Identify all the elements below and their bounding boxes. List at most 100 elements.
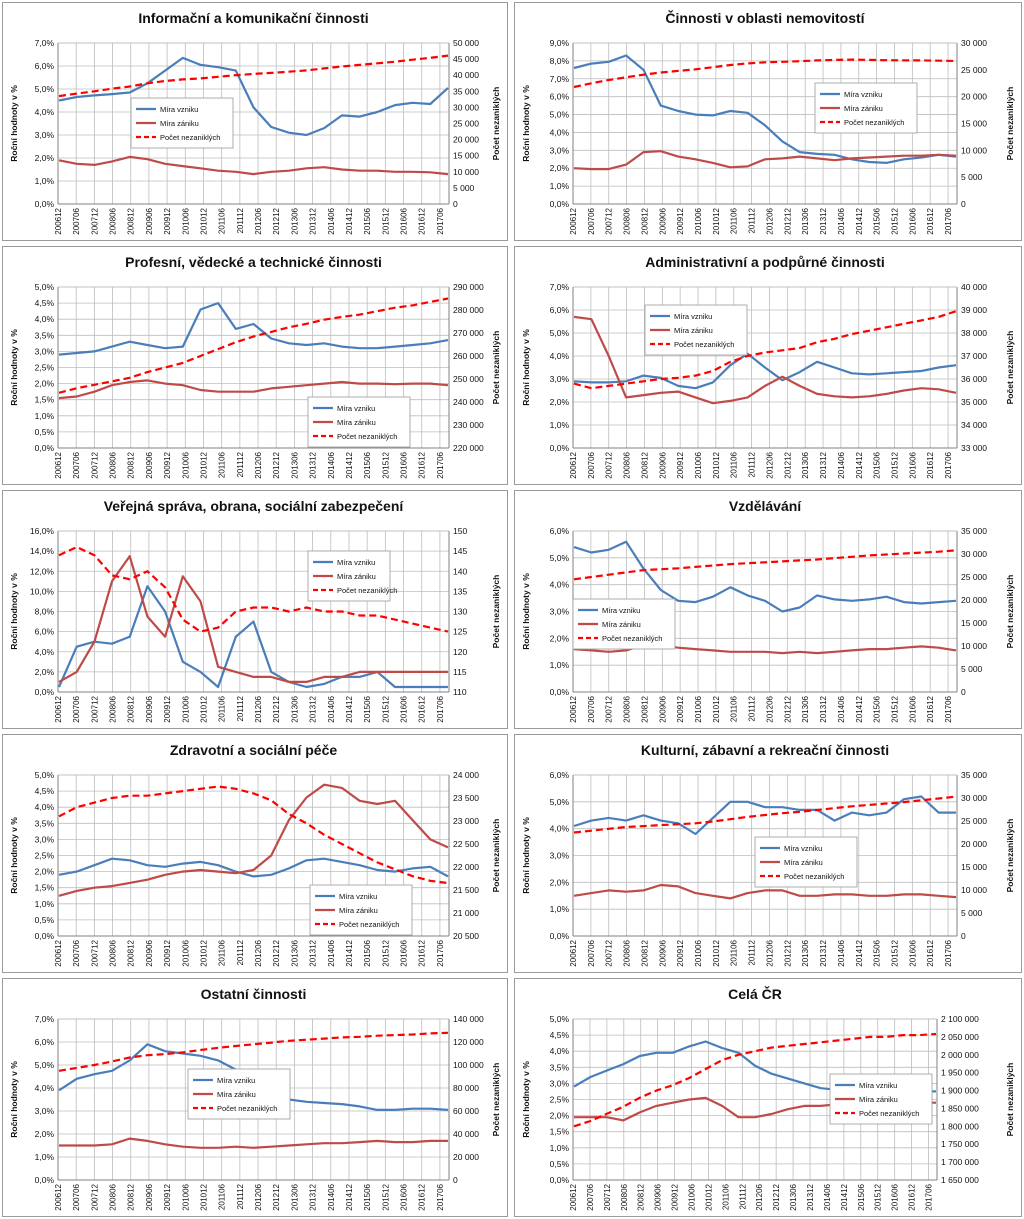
y2-tick-label: 120 000	[453, 1037, 484, 1047]
y2-tick-label: 30 000	[961, 793, 987, 803]
x-tick-label: 201312	[819, 695, 828, 722]
legend-label: Míra vzniku	[674, 312, 712, 321]
y-tick-label: 2,5%	[35, 851, 55, 861]
y2-tick-label: 15 000	[961, 618, 987, 628]
x-tick-label: 201212	[272, 695, 281, 722]
legend: Míra vzniku Míra zániku Počet nezaniklých	[814, 82, 918, 134]
y-tick-label: 1,5%	[35, 395, 55, 405]
x-tick-label: 200906	[658, 451, 667, 478]
x-tick-label: 201506	[873, 939, 882, 966]
y2-tick-label: 1 950 000	[941, 1068, 979, 1078]
series-line-2	[573, 150, 957, 171]
chart-svg: Veřejná správa, obrana, sociální zabezpe…	[9, 498, 501, 723]
y-tick-label: 7,0%	[35, 38, 55, 48]
x-tick-label: 201512	[890, 939, 899, 966]
x-tick-label: 200706	[72, 939, 81, 966]
x-tick-label: 201212	[783, 939, 792, 966]
y2-tick-label: 140	[453, 566, 467, 576]
y2-tick-label: 20 000	[453, 1152, 479, 1162]
y-tick-label: 4,0%	[550, 351, 570, 361]
x-tick-label: 201706	[944, 695, 953, 722]
y2-tick-label: 145	[453, 546, 467, 556]
legend-label: Míra vzniku	[784, 844, 822, 853]
y-tick-label: 4,0%	[550, 127, 570, 137]
x-tick-label: 200912	[163, 695, 172, 722]
y-tick-label: 5,0%	[35, 282, 55, 292]
y-axis-label: Roční hodnoty v %	[521, 329, 531, 406]
y2-axis-label: Počet nezaniklých	[491, 331, 501, 405]
y2-axis-label: Počet nezaniklých	[1005, 87, 1015, 161]
legend-label: Počet nezaniklých	[844, 118, 904, 127]
y-tick-label: 3,0%	[550, 1078, 570, 1088]
x-tick-label: 200812	[127, 939, 136, 966]
y2-tick-label: 1 750 000	[941, 1139, 979, 1149]
y-tick-label: 1,5%	[550, 1127, 570, 1137]
chart-title: Informační a komunikační činnosti	[138, 10, 368, 26]
x-tick-label: 201006	[181, 207, 190, 234]
y2-tick-label: 40 000	[453, 70, 479, 80]
y2-tick-label: 37 000	[961, 351, 987, 361]
x-tick-label: 201412	[855, 451, 864, 478]
x-tick-label: 201706	[944, 451, 953, 478]
y2-tick-label: 36 000	[961, 374, 987, 384]
x-tick-label: 201306	[801, 939, 810, 966]
y-axis-label: Roční hodnoty v %	[9, 1061, 19, 1138]
y-tick-label: 4,5%	[550, 1030, 570, 1040]
x-tick-label: 201306	[290, 207, 299, 234]
legend-label: Míra zániku	[602, 620, 641, 629]
y2-tick-label: 1 800 000	[941, 1121, 979, 1131]
x-tick-label: 200706	[72, 451, 81, 478]
x-tick-label: 201406	[327, 695, 336, 722]
x-tick-label: 201112	[236, 451, 245, 477]
x-tick-label: 201006	[694, 939, 703, 966]
x-tick-label: 200906	[658, 695, 667, 722]
y-tick-label: 0,0%	[550, 687, 570, 697]
y-tick-label: 4,0%	[550, 1046, 570, 1056]
y2-tick-label: 120	[453, 647, 467, 657]
y2-tick-label: 2 100 000	[941, 1014, 979, 1024]
chart-title: Profesní, vědecké a technické činnosti	[125, 254, 382, 270]
x-tick-label: 200806	[109, 207, 118, 234]
x-tick-label: 200906	[145, 939, 154, 966]
x-tick-label: 201706	[436, 695, 445, 722]
x-tick-label: 200706	[587, 451, 596, 478]
series-line-2	[58, 155, 449, 176]
y-tick-label: 2,0%	[35, 153, 55, 163]
y-tick-label: 3,0%	[550, 851, 570, 861]
x-tick-label: 201406	[837, 207, 846, 234]
x-tick-label: 201012	[199, 939, 208, 966]
y2-tick-label: 15 000	[453, 151, 479, 161]
x-tick-label: 201612	[418, 695, 427, 722]
x-tick-label: 201312	[309, 1183, 318, 1210]
y2-tick-label: 130	[453, 607, 467, 617]
x-tick-label: 200912	[676, 939, 685, 966]
series-line-1	[57, 585, 448, 689]
x-tick-label: 201106	[730, 939, 739, 966]
x-tick-label: 201012	[712, 207, 721, 234]
y-tick-label: 5,0%	[35, 770, 55, 780]
series-line-1	[573, 795, 956, 836]
y2-tick-label: 0	[453, 199, 458, 209]
chart-panel-6: Vzdělávání 0,0% 1,0% 2,0% 3,0% 4,0% 5,0% 6,0% 0 5…	[514, 490, 1022, 729]
y-tick-label: 5,0%	[35, 84, 55, 94]
y2-tick-label: 40 000	[453, 1129, 479, 1139]
y-tick-label: 0,0%	[35, 1175, 55, 1185]
chart-panel-7: Zdravotní a sociální péče 0,0% 0,5% 1,0% 1,5…	[2, 734, 508, 973]
y2-tick-label: 10 000	[961, 885, 987, 895]
x-tick-label: 201612	[418, 939, 427, 966]
series-line-3	[573, 795, 957, 834]
x-tick-label: 200706	[72, 207, 81, 234]
legend-label: Počet nezaniklých	[339, 920, 399, 929]
x-tick-label: 201006	[181, 939, 190, 966]
y2-tick-label: 35 000	[453, 86, 479, 96]
x-tick-label: 201006	[694, 207, 703, 234]
x-tick-label: 201512	[890, 451, 899, 478]
x-tick-label: 201206	[765, 451, 774, 478]
x-tick-label: 201106	[730, 695, 739, 722]
x-tick-label: 201212	[783, 451, 792, 478]
chart-panel-5: Veřejná správa, obrana, sociální zabezpe…	[2, 490, 508, 729]
x-tick-label: 201212	[783, 695, 792, 722]
x-tick-label: 201612	[418, 1183, 427, 1210]
y2-tick-label: 0	[961, 687, 966, 697]
